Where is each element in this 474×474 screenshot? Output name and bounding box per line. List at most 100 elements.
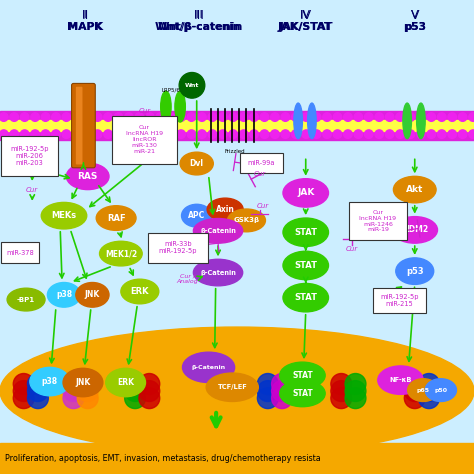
- Circle shape: [365, 130, 373, 138]
- Circle shape: [375, 113, 383, 121]
- Text: III: III: [194, 10, 204, 20]
- Circle shape: [292, 113, 300, 121]
- Text: STAT: STAT: [294, 228, 317, 237]
- Ellipse shape: [66, 163, 109, 190]
- Circle shape: [93, 113, 102, 121]
- Circle shape: [354, 130, 363, 138]
- Text: MAPK: MAPK: [67, 22, 103, 33]
- Circle shape: [156, 130, 164, 138]
- Circle shape: [77, 381, 98, 401]
- Circle shape: [198, 113, 206, 121]
- Circle shape: [271, 130, 279, 138]
- Text: miR-378: miR-378: [6, 250, 34, 255]
- Circle shape: [125, 381, 146, 401]
- Text: Cur: Cur: [256, 203, 269, 209]
- Circle shape: [427, 130, 436, 138]
- Circle shape: [52, 130, 60, 138]
- Circle shape: [404, 374, 425, 394]
- Text: Cur: Cur: [138, 109, 151, 114]
- Circle shape: [239, 113, 248, 121]
- Circle shape: [260, 113, 269, 121]
- Ellipse shape: [182, 352, 235, 383]
- Circle shape: [257, 374, 278, 394]
- Bar: [0, 111, 474, 140]
- FancyBboxPatch shape: [72, 83, 95, 168]
- Circle shape: [344, 113, 352, 121]
- Text: Wnt: Wnt: [185, 83, 199, 88]
- Ellipse shape: [182, 204, 212, 227]
- Circle shape: [354, 113, 363, 121]
- FancyBboxPatch shape: [240, 153, 283, 173]
- FancyBboxPatch shape: [373, 288, 426, 313]
- Ellipse shape: [175, 91, 185, 122]
- Circle shape: [77, 374, 98, 394]
- Bar: [0, 443, 474, 474]
- Text: miR-192-5p
miR-206
miR-203: miR-192-5p miR-206 miR-203: [10, 146, 49, 166]
- Circle shape: [31, 130, 39, 138]
- Text: III: III: [194, 9, 204, 22]
- Circle shape: [292, 130, 300, 138]
- Ellipse shape: [228, 209, 265, 232]
- Circle shape: [281, 113, 290, 121]
- Circle shape: [77, 388, 98, 409]
- Text: II: II: [82, 9, 89, 22]
- FancyBboxPatch shape: [148, 233, 208, 263]
- Circle shape: [323, 130, 331, 138]
- Circle shape: [83, 113, 91, 121]
- Ellipse shape: [106, 368, 146, 397]
- Ellipse shape: [294, 103, 302, 138]
- Text: STAT: STAT: [294, 293, 317, 302]
- Ellipse shape: [180, 152, 213, 175]
- Text: p38: p38: [56, 291, 72, 299]
- Text: p50: p50: [434, 388, 447, 392]
- Circle shape: [219, 130, 227, 138]
- Ellipse shape: [207, 198, 243, 221]
- Text: GSK3β: GSK3β: [233, 218, 260, 223]
- Circle shape: [375, 130, 383, 138]
- Text: Cur
lncRNA H19
miR-1246
miR-19: Cur lncRNA H19 miR-1246 miR-19: [359, 210, 397, 232]
- Circle shape: [41, 113, 50, 121]
- Circle shape: [281, 130, 290, 138]
- Ellipse shape: [76, 283, 109, 307]
- Ellipse shape: [30, 367, 70, 396]
- Circle shape: [302, 113, 310, 121]
- Circle shape: [63, 374, 84, 394]
- Ellipse shape: [403, 103, 411, 138]
- Text: Proliferation, apoptosis, EMT, invasion, metastasis, drug/chemotherapy resista: Proliferation, apoptosis, EMT, invasion,…: [5, 455, 320, 463]
- Text: JAK: JAK: [297, 189, 314, 197]
- Circle shape: [419, 381, 439, 401]
- Circle shape: [271, 113, 279, 121]
- Circle shape: [125, 130, 133, 138]
- Text: β-Catenin: β-Catenin: [200, 228, 236, 234]
- Circle shape: [257, 381, 278, 401]
- Ellipse shape: [408, 379, 439, 401]
- Circle shape: [135, 113, 144, 121]
- Circle shape: [114, 130, 123, 138]
- Ellipse shape: [41, 202, 87, 229]
- Circle shape: [13, 381, 34, 401]
- Circle shape: [187, 113, 196, 121]
- Circle shape: [333, 113, 342, 121]
- Circle shape: [208, 113, 217, 121]
- Circle shape: [0, 130, 8, 138]
- Circle shape: [27, 374, 48, 394]
- Circle shape: [63, 381, 84, 401]
- Circle shape: [13, 374, 34, 394]
- Text: ERK: ERK: [130, 287, 149, 296]
- Circle shape: [135, 130, 144, 138]
- Circle shape: [323, 113, 331, 121]
- Ellipse shape: [393, 176, 436, 203]
- Circle shape: [20, 130, 29, 138]
- Circle shape: [62, 130, 71, 138]
- Circle shape: [125, 388, 146, 409]
- Circle shape: [333, 130, 342, 138]
- Circle shape: [458, 113, 467, 121]
- Text: APC: APC: [188, 211, 205, 220]
- FancyBboxPatch shape: [1, 136, 58, 176]
- Text: ERK: ERK: [117, 378, 134, 387]
- Circle shape: [104, 130, 112, 138]
- Text: Cur: Cur: [254, 172, 266, 177]
- FancyBboxPatch shape: [349, 202, 407, 240]
- Text: -BP1: -BP1: [17, 297, 35, 302]
- Text: V: V: [410, 9, 419, 22]
